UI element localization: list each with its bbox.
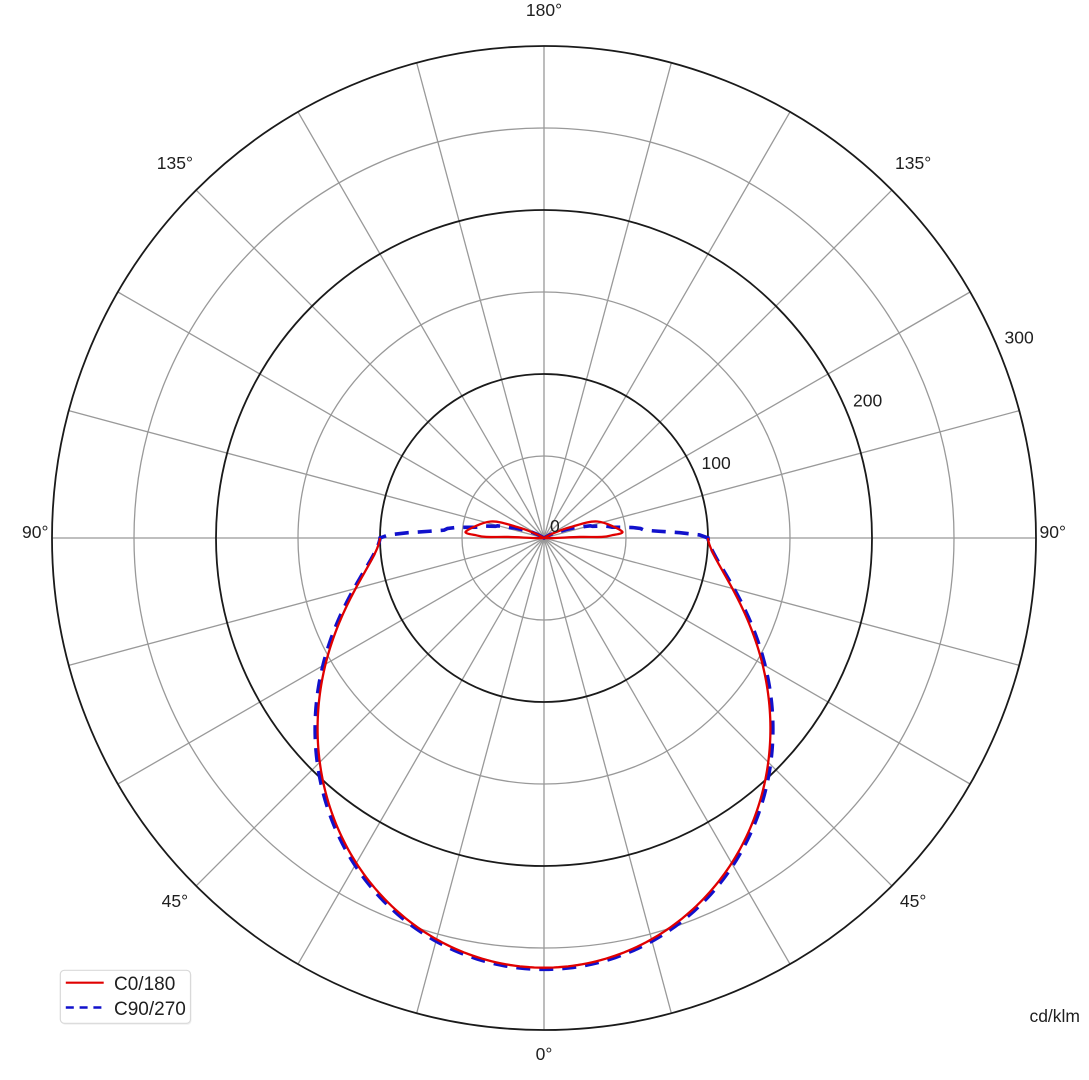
svg-text:135°: 135°: [895, 153, 931, 173]
svg-text:C90/270: C90/270: [114, 999, 186, 1020]
svg-text:200: 200: [853, 390, 882, 410]
svg-text:0: 0: [550, 516, 560, 536]
svg-text:45°: 45°: [162, 891, 188, 911]
svg-text:cd/klm: cd/klm: [1029, 1006, 1080, 1026]
svg-text:90°: 90°: [1040, 522, 1066, 542]
svg-text:45°: 45°: [900, 891, 926, 911]
svg-text:180°: 180°: [526, 0, 562, 20]
svg-text:0°: 0°: [536, 1044, 553, 1064]
svg-text:300: 300: [1005, 328, 1034, 348]
svg-text:100: 100: [702, 453, 731, 473]
svg-text:90°: 90°: [22, 522, 48, 542]
svg-text:C0/180: C0/180: [114, 974, 175, 995]
svg-text:135°: 135°: [157, 153, 193, 173]
